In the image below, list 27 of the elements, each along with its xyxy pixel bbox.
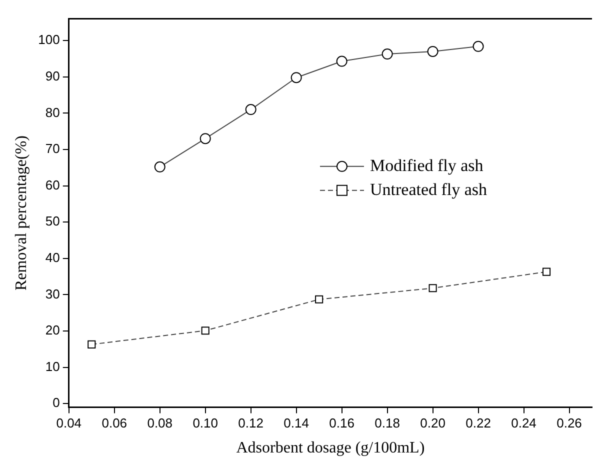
x-axis-title: Adsorbent dosage (g/100mL) (236, 440, 425, 457)
y-tick-label: 0 (52, 395, 60, 410)
x-tick-label: 0.04 (56, 416, 82, 431)
y-tick-label: 10 (45, 358, 60, 374)
x-tick-label: 0.12 (238, 416, 264, 431)
y-axis-title: Removal percentage(%) (12, 135, 30, 291)
x-tick-label: 0.18 (374, 416, 400, 431)
x-tick-label: 0.24 (511, 416, 536, 431)
y-tick-label: 90 (45, 68, 60, 84)
x-tick-label: 0.06 (102, 416, 128, 431)
y-tick-label: 100 (38, 32, 60, 48)
y-tick-label: 50 (45, 214, 60, 229)
y-tick-label: 60 (45, 177, 60, 192)
x-tick-label: 0.14 (284, 416, 309, 431)
x-tick-label: 0.22 (466, 416, 491, 431)
legend-label: Modified fly ash (370, 156, 484, 175)
x-tick-label: 0.16 (329, 416, 354, 431)
y-tick-label: 80 (45, 104, 60, 120)
x-tick-label: 0.08 (147, 416, 173, 431)
legend-label: Untreated fly ash (370, 180, 488, 199)
y-tick-label: 70 (45, 141, 60, 156)
x-tick-label: 0.26 (556, 416, 582, 431)
x-tick-label: 0.10 (192, 416, 218, 431)
x-tick-label: 0.20 (420, 416, 446, 431)
y-tick-label: 40 (45, 250, 60, 265)
y-tick-label: 30 (45, 286, 60, 302)
y-tick-label: 20 (45, 322, 60, 338)
